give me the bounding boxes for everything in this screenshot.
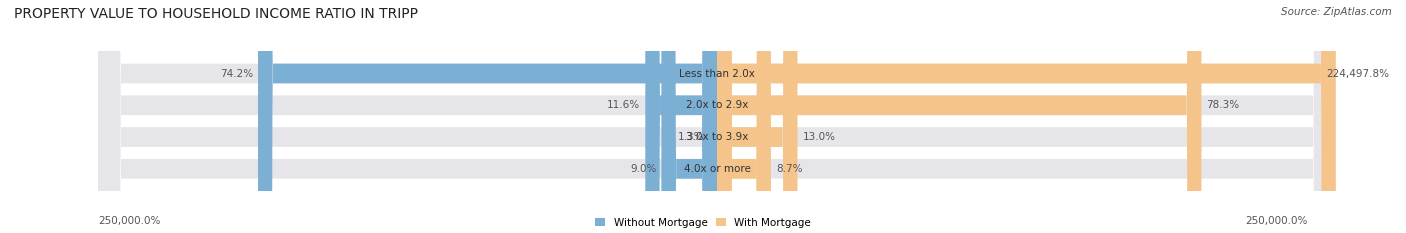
Text: 13.0%: 13.0% — [803, 132, 835, 142]
Text: 1.3%: 1.3% — [678, 132, 704, 142]
FancyBboxPatch shape — [98, 0, 1336, 233]
Text: 9.0%: 9.0% — [630, 164, 657, 174]
Text: 3.0x to 3.9x: 3.0x to 3.9x — [686, 132, 748, 142]
Legend: Without Mortgage, With Mortgage: Without Mortgage, With Mortgage — [595, 218, 811, 228]
Text: 250,000.0%: 250,000.0% — [1246, 216, 1308, 226]
Text: 74.2%: 74.2% — [219, 69, 253, 79]
FancyBboxPatch shape — [98, 0, 1336, 233]
Text: PROPERTY VALUE TO HOUSEHOLD INCOME RATIO IN TRIPP: PROPERTY VALUE TO HOUSEHOLD INCOME RATIO… — [14, 7, 418, 21]
FancyBboxPatch shape — [702, 0, 724, 233]
Text: Less than 2.0x: Less than 2.0x — [679, 69, 755, 79]
FancyBboxPatch shape — [645, 0, 717, 233]
FancyBboxPatch shape — [98, 0, 1336, 233]
Text: 11.6%: 11.6% — [607, 100, 640, 110]
FancyBboxPatch shape — [259, 0, 717, 233]
Text: 224,497.8%: 224,497.8% — [1326, 69, 1389, 79]
Text: 78.3%: 78.3% — [1206, 100, 1240, 110]
FancyBboxPatch shape — [98, 0, 1336, 233]
Text: 250,000.0%: 250,000.0% — [98, 216, 160, 226]
Text: Source: ZipAtlas.com: Source: ZipAtlas.com — [1281, 7, 1392, 17]
FancyBboxPatch shape — [661, 0, 717, 233]
Text: 2.0x to 2.9x: 2.0x to 2.9x — [686, 100, 748, 110]
FancyBboxPatch shape — [717, 0, 770, 233]
Text: 8.7%: 8.7% — [776, 164, 803, 174]
FancyBboxPatch shape — [717, 0, 797, 233]
FancyBboxPatch shape — [717, 0, 1336, 233]
Text: 4.0x or more: 4.0x or more — [683, 164, 751, 174]
FancyBboxPatch shape — [717, 0, 1202, 233]
